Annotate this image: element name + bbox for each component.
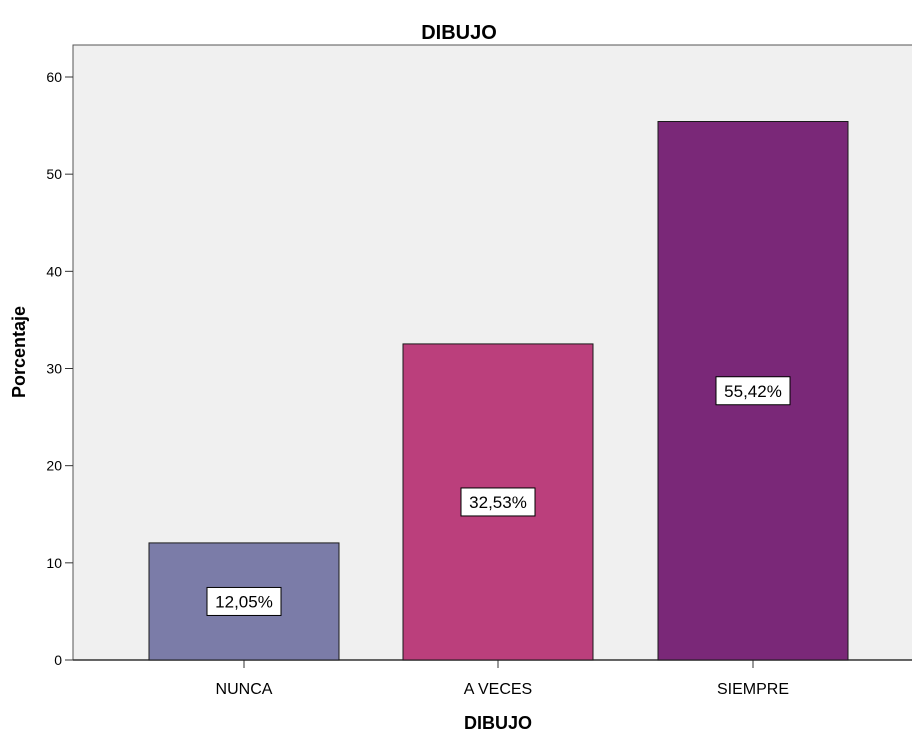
y-tick-label: 40 xyxy=(46,263,62,279)
data-label-box xyxy=(460,487,536,517)
x-tick-label: NUNCA xyxy=(216,681,273,698)
data-label: 12,05% xyxy=(215,592,273,611)
x-axis-title: DIBUJO xyxy=(464,713,532,733)
bars-group xyxy=(148,121,849,661)
data-labels-group: 12,05% 32,53% 55,42% xyxy=(206,376,791,616)
y-tick-label: 30 xyxy=(46,361,62,377)
y-tick-label: 0 xyxy=(54,652,62,668)
y-axis-title: Porcentaje xyxy=(9,306,29,398)
chart-title: DIBUJO xyxy=(421,22,497,44)
data-label-box xyxy=(206,586,282,616)
data-label: 55,42% xyxy=(724,382,782,401)
data-label: 32,53% xyxy=(469,493,527,512)
data-label-box xyxy=(715,376,791,406)
y-tick-label: 20 xyxy=(46,458,62,474)
y-tick-label: 50 xyxy=(46,166,62,182)
y-tick-label: 60 xyxy=(46,69,62,85)
y-axis: 0 10 20 30 40 50 60 xyxy=(46,69,73,668)
x-tick-label: A VECES xyxy=(464,681,532,698)
x-tick-label: SIEMPRE xyxy=(717,681,789,698)
y-tick-label: 10 xyxy=(46,555,62,571)
x-axis: NUNCA A VECES SIEMPRE xyxy=(73,659,912,698)
